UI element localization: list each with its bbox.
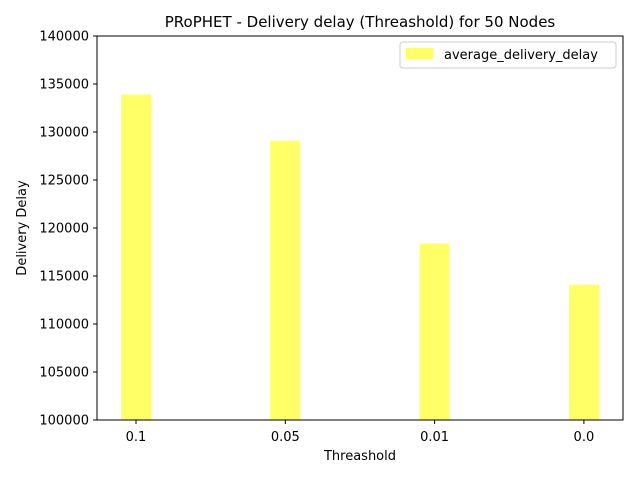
legend-box xyxy=(399,41,617,69)
y-tick-label: 140000 xyxy=(39,30,89,45)
x-tick-label: 0.05 xyxy=(271,430,300,445)
bar-0.05 xyxy=(270,140,301,420)
y-tick-label: 115000 xyxy=(39,270,89,285)
legend: average_delivery_delay xyxy=(399,41,617,69)
x-tick-label: 0.0 xyxy=(574,430,595,445)
y-tick-label: 130000 xyxy=(39,126,89,141)
bar-0.1 xyxy=(121,94,151,420)
plot-frame xyxy=(96,35,624,421)
bars-group xyxy=(121,94,599,420)
bar-0.0 xyxy=(568,284,599,420)
y-axis-title: Delivery Delay xyxy=(15,180,30,276)
bar-0.01 xyxy=(419,243,450,420)
y-tick-label: 135000 xyxy=(39,78,89,93)
y-tick-label: 120000 xyxy=(39,222,89,237)
y-tick-label: 125000 xyxy=(39,174,89,189)
x-tick-label: 0.1 xyxy=(126,430,147,445)
y-axis-ticks: 100000 105000 110000 115000 120000 125000 1300… xyxy=(39,30,97,429)
x-tick-label: 0.01 xyxy=(420,430,449,445)
chart-title: PRoPHET - Delivery delay (Threashold) fo… xyxy=(165,13,556,31)
legend-label: average_delivery_delay xyxy=(444,48,598,63)
x-axis-ticks: 0.1 0.05 0.01 0.0 xyxy=(126,420,595,445)
y-tick-label: 110000 xyxy=(39,318,89,333)
y-tick-label: 100000 xyxy=(39,414,89,429)
y-tick-label: 105000 xyxy=(39,366,89,381)
x-axis-title: Threashold xyxy=(323,449,396,464)
legend-swatch xyxy=(406,48,433,59)
